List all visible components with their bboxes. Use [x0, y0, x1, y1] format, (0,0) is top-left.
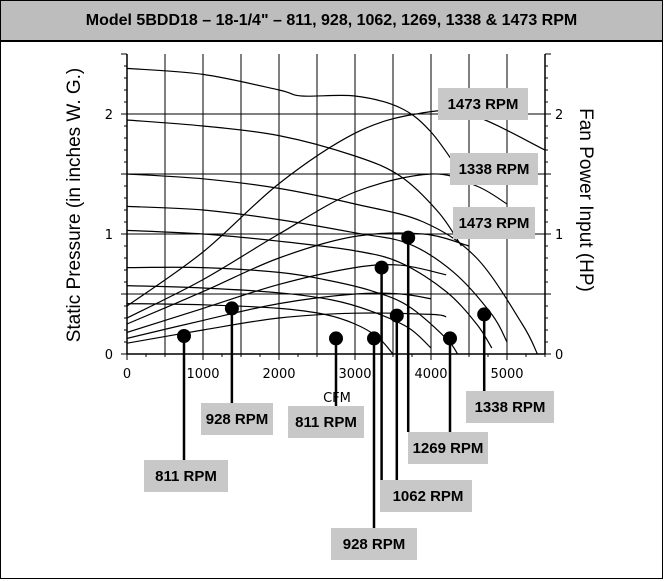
callout-label: 1338 RPM — [475, 399, 546, 416]
callout-box — [438, 88, 528, 120]
y-tick-label-right: 2 — [555, 108, 563, 123]
y-tick-label-left: 0 — [105, 348, 113, 363]
chart-title: Model 5BDD18 – 18-1/4" – 811, 928, 1062,… — [85, 11, 578, 29]
callout-label: 811 RPM — [155, 468, 217, 485]
callout-dot — [329, 331, 343, 346]
callout-box — [384, 480, 472, 512]
callout-dot — [374, 260, 389, 275]
y-axis-title-left: Static Pressure (in inches W. G.) — [64, 68, 85, 343]
callout-label: 928 RPM — [206, 411, 269, 428]
callout-box — [201, 403, 273, 435]
pressure-curve-1062-rpm — [126, 266, 459, 355]
callout-label: 1473 RPM — [448, 96, 519, 113]
y-tick-label-right: 0 — [555, 348, 563, 363]
title-bar: Model 5BDD18 – 18-1/4" – 811, 928, 1062,… — [1, 1, 662, 42]
callout-label: 1338 RPM — [459, 161, 530, 178]
callout-dot — [224, 301, 239, 316]
pressure-curve-upper-1 — [126, 67, 462, 175]
callout-box — [144, 460, 228, 492]
power-curve-1062-rpm — [126, 263, 447, 333]
callout-label: 1269 RPM — [413, 440, 484, 457]
power-curve-811-rpm — [126, 312, 447, 344]
power-curve-928-rpm — [126, 292, 432, 339]
callout-box — [331, 528, 417, 560]
callout-label: 928 RPM — [343, 536, 406, 553]
pressure-curve-1473-rpm — [126, 173, 538, 355]
callout-label: 1473 RPM — [459, 215, 530, 232]
callout-dot — [401, 230, 416, 245]
callout-label: 811 RPM — [295, 414, 357, 431]
x-tick-label: 1000 — [186, 367, 219, 382]
power-curve-1338-rpm — [126, 173, 508, 319]
pressure-curve-1269-rpm — [126, 229, 493, 349]
callout-dot — [443, 331, 457, 346]
power-curve-1269-rpm — [126, 232, 470, 325]
y-tick-label-right: 1 — [555, 228, 563, 243]
callout-dot — [367, 331, 381, 346]
callout-dot — [177, 329, 191, 343]
callout-box — [466, 391, 554, 423]
x-tick-label: 5000 — [490, 367, 523, 382]
callout-dot — [389, 308, 404, 323]
callout-box — [288, 406, 364, 438]
y-tick-label-left: 1 — [105, 228, 113, 243]
callout-dot — [477, 307, 492, 322]
x-tick-label: 2000 — [262, 367, 295, 382]
y-axis-title-right: Fan Power Input (HP) — [575, 108, 596, 292]
y-tick-label-left: 2 — [105, 108, 113, 123]
pressure-curve-upper-2 — [126, 119, 462, 247]
callout-box — [408, 432, 488, 464]
callout-box — [453, 207, 535, 239]
x-tick-label: 4000 — [414, 367, 447, 382]
callout-label: 1062 RPM — [393, 488, 464, 505]
x-tick-label: 0 — [123, 367, 131, 382]
callout-box — [450, 153, 538, 185]
x-tick-label: 3000 — [338, 367, 371, 382]
